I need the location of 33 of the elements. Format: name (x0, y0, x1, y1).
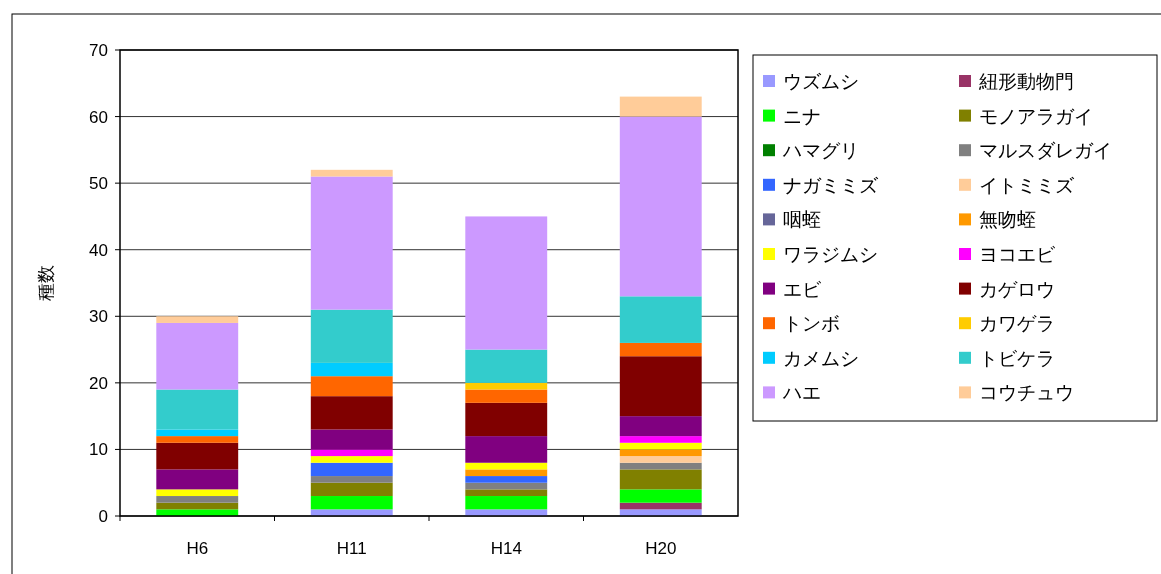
y-tick-label: 0 (98, 507, 108, 526)
legend-label: カゲロウ (979, 278, 1055, 300)
legend-label: ナガミミズ (783, 174, 879, 196)
legend-label: トビケラ (979, 347, 1055, 369)
legend-label: 無吻蛭 (979, 209, 1036, 231)
legend-label: イトミミズ (979, 174, 1075, 196)
y-tick-label: 40 (89, 240, 108, 260)
x-tick-label: H6 (186, 539, 209, 558)
y-tick-label: 10 (89, 440, 108, 460)
legend-label: カワゲラ (979, 313, 1055, 335)
y-axis-title: 種数 (36, 265, 56, 301)
legend-label: エビ (783, 278, 822, 300)
x-tick-label: H11 (336, 539, 367, 558)
legend-label: コウチュウ (979, 382, 1074, 404)
legend-label: モノアラガイ (979, 105, 1093, 127)
legend-label: ハマグリ (782, 140, 859, 162)
x-tick-label: H20 (645, 539, 677, 558)
y-tick-label: 70 (89, 41, 108, 60)
legend-label: 咽蛭 (783, 209, 821, 231)
y-tick-label: 60 (89, 107, 108, 127)
legend-label: ウズムシ (783, 71, 859, 92)
legend-label: マルスダレガイ (979, 140, 1112, 162)
legend-label: ワラジムシ (783, 244, 878, 265)
y-tick-label: 50 (89, 174, 108, 194)
x-tick-label: H14 (490, 539, 522, 558)
y-tick-label: 20 (89, 373, 108, 393)
legend-label: 紐形動物門 (978, 71, 1074, 92)
legend-label: トンボ (783, 313, 840, 335)
legend-label: ハエ (782, 382, 821, 404)
y-tick-label: 30 (89, 307, 108, 327)
legend-label: カメムシ (783, 347, 859, 369)
legend-label: ヨコエビ (979, 244, 1056, 265)
legend-label: ニナ (783, 105, 821, 127)
